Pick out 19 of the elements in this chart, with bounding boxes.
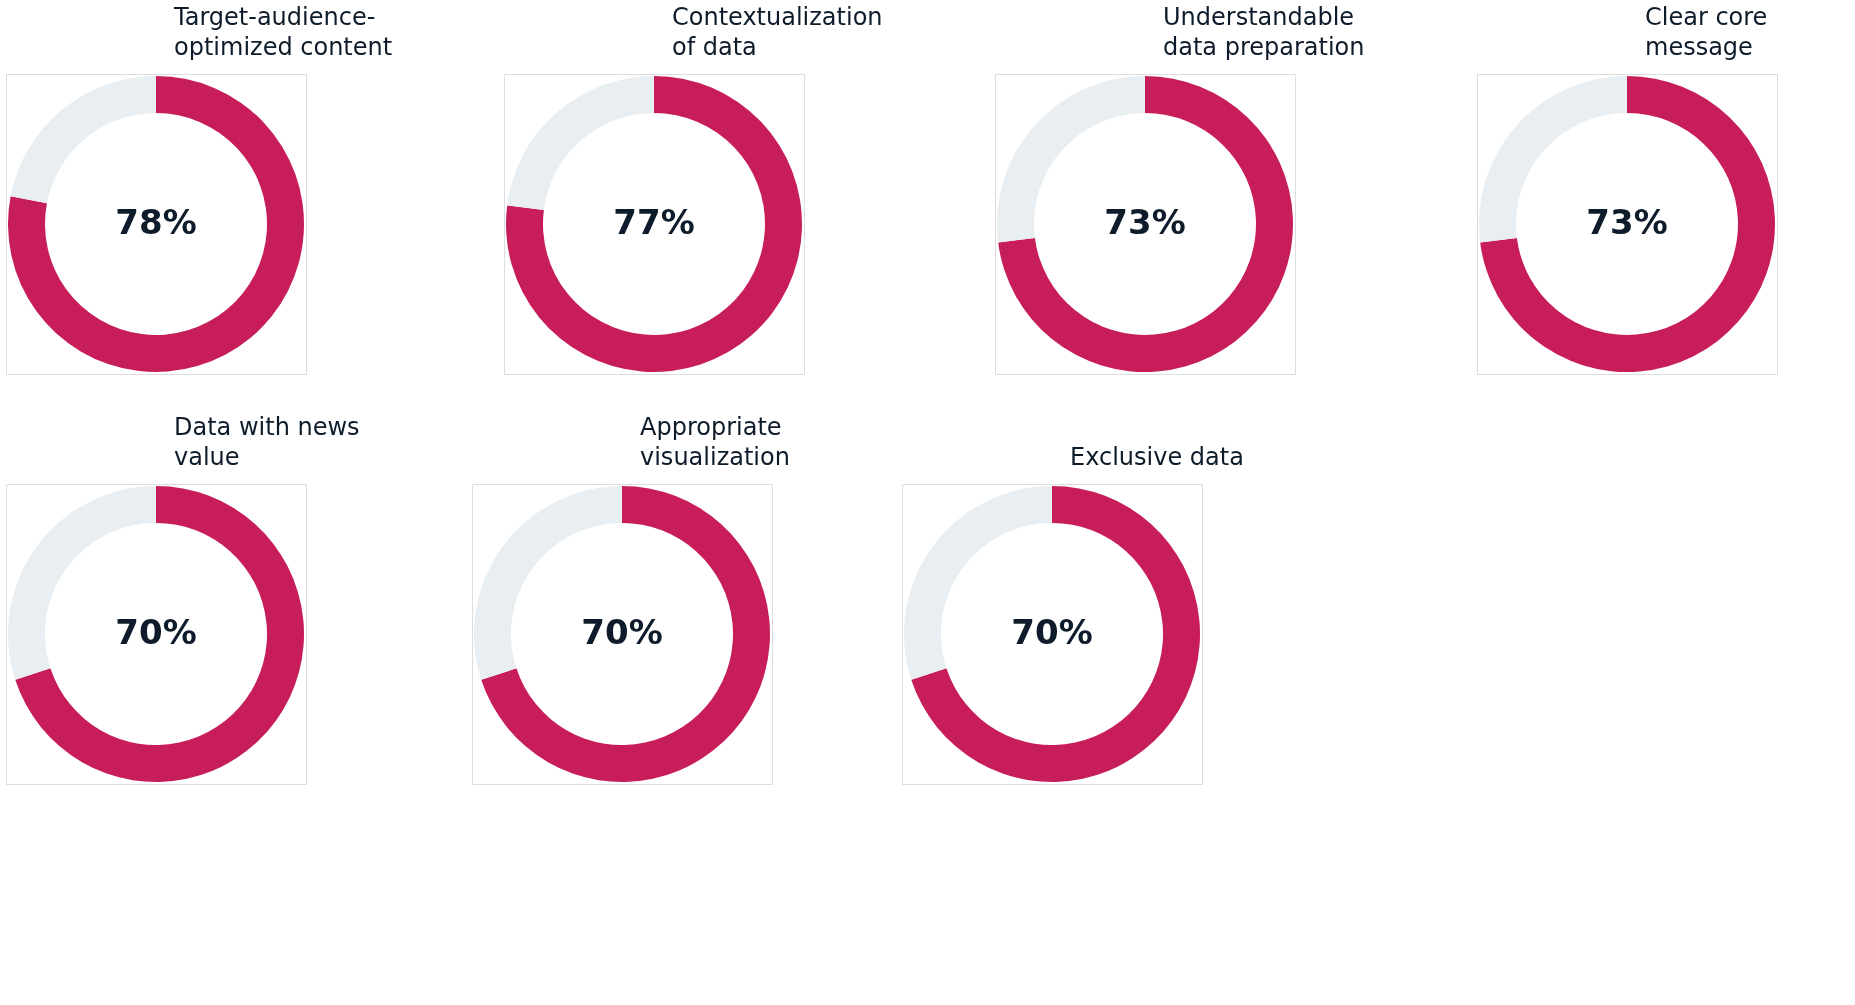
donut-slice: [10, 76, 156, 204]
data-label: 73%: [1104, 202, 1186, 242]
data-label: 77%: [613, 202, 695, 242]
donut-slice: [507, 76, 654, 211]
donut-slice: [481, 486, 770, 782]
chart-title: Appropriate visualization: [640, 413, 790, 471]
data-label: 70%: [1011, 612, 1093, 652]
chart-title: Understandable data preparation: [1163, 3, 1365, 61]
donut-slice: [15, 486, 304, 782]
data-label: 73%: [1586, 202, 1668, 242]
chart-title: Target-audience-optimized content: [173, 3, 393, 61]
chart-title: Data with news value: [174, 413, 360, 471]
data-label: 70%: [581, 612, 663, 652]
chart-title: Clear core message: [1645, 3, 1768, 61]
donut-slice: [911, 486, 1200, 782]
data-label: 70%: [115, 612, 197, 652]
data-label: 78%: [115, 202, 197, 242]
chart-title: Contextualization of data: [672, 3, 883, 61]
chart-title: Exclusive data: [1070, 443, 1244, 471]
